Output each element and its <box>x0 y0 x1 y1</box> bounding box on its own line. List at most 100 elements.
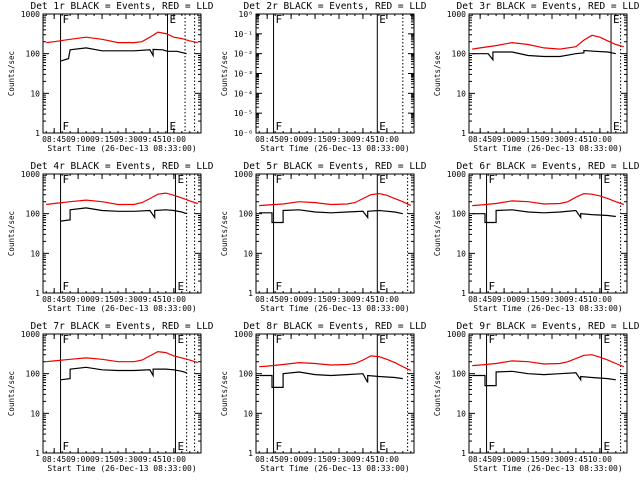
x-tick-label: 09:45 <box>138 295 162 304</box>
x-tick-label: 09:30 <box>327 135 351 144</box>
x-tick-label: 10:00 <box>375 135 399 144</box>
chart-title: Det 2r BLACK = Events, RED = LLD <box>243 1 426 12</box>
y-axis-label: Counts/sec <box>220 51 229 96</box>
x-tick-label: 09:15 <box>303 135 327 144</box>
time-marker-label: E <box>177 440 184 453</box>
chart-title: Det 4r BLACK = Events, RED = LLD <box>30 161 213 172</box>
x-tick-label: 08:45 <box>255 135 279 144</box>
y-tick-label: 10 <box>456 249 466 258</box>
y-tick-label: 100 <box>452 370 467 379</box>
chart-title: Det 5r BLACK = Events, RED = LLD <box>243 161 426 172</box>
series-line-events <box>60 47 187 62</box>
series-line-events <box>259 371 403 388</box>
y-tick-label: 10⁻³ <box>234 70 253 79</box>
series-line-events <box>60 207 187 222</box>
y-tick-label: 1 <box>461 449 466 458</box>
x-tick-label: 10:00 <box>588 135 612 144</box>
chart-title: Det 3r BLACK = Events, RED = LLD <box>456 1 639 12</box>
y-axis-label: Counts/sec <box>7 211 16 256</box>
time-marker-label: E <box>603 280 610 293</box>
time-marker-label: E <box>379 440 386 453</box>
x-tick-label: 10:00 <box>162 455 186 464</box>
x-axis-label: Start Time (26-Dec-13 08:33:00) <box>473 304 622 313</box>
plot-frame <box>468 173 628 294</box>
time-marker-label: E <box>379 333 386 346</box>
x-tick-label: 09:45 <box>564 135 588 144</box>
y-tick-label: 10 <box>456 409 466 418</box>
x-tick-label: 09:30 <box>114 455 138 464</box>
chart-title: Det 1r BLACK = Events, RED = LLD <box>30 1 213 12</box>
time-marker-label: E <box>169 120 176 133</box>
time-marker-label: F <box>63 440 70 453</box>
x-axis-label: Start Time (26-Dec-13 08:33:00) <box>473 144 622 153</box>
time-marker-label: F <box>63 13 70 26</box>
series-line-lld <box>46 350 198 364</box>
time-marker-label: E <box>177 173 184 186</box>
y-tick-label: 1 <box>35 129 40 138</box>
x-tick-label: 09:00 <box>66 135 90 144</box>
y-tick-label: 1 <box>35 289 40 298</box>
chart-title: Det 7r BLACK = Events, RED = LLD <box>30 321 213 332</box>
x-tick-label: 08:45 <box>42 295 66 304</box>
x-tick-label: 08:45 <box>255 295 279 304</box>
y-tick-label: 1000 <box>21 330 40 339</box>
y-tick-label: 10 <box>30 249 40 258</box>
chart-panel-8: Det 8r BLACK = Events, RED = LLD 1 10 100 10… <box>220 321 427 473</box>
chart-panel-9: Det 9r BLACK = Events, RED = LLD 1 10 100 10… <box>433 321 640 473</box>
y-tick-label: 10 <box>456 89 466 98</box>
x-tick-label: 09:30 <box>114 295 138 304</box>
time-marker-label: E <box>177 280 184 293</box>
time-marker-label: F <box>63 333 70 346</box>
time-marker-label: F <box>489 280 496 293</box>
y-tick-label: 1 <box>35 449 40 458</box>
series-line-events <box>472 209 616 224</box>
y-tick-label: 100 <box>26 50 41 59</box>
x-tick-label: 09:00 <box>492 295 516 304</box>
x-tick-label: 09:30 <box>540 455 564 464</box>
chart-title: Det 8r BLACK = Events, RED = LLD <box>243 321 426 332</box>
x-tick-label: 09:45 <box>138 455 162 464</box>
x-tick-label: 09:15 <box>90 455 114 464</box>
series-line-events <box>259 209 403 224</box>
y-tick-label: 100 <box>239 370 254 379</box>
time-marker-label: E <box>613 120 620 133</box>
y-tick-label: 1 <box>248 289 253 298</box>
chart-panel-5: Det 5r BLACK = Events, RED = LLD 1 10 100 10… <box>220 161 427 313</box>
plot-frame <box>468 333 628 454</box>
y-tick-label: 1000 <box>447 170 466 179</box>
time-marker-label: E <box>169 13 176 26</box>
x-axis-label: Start Time (26-Dec-13 08:33:00) <box>260 144 409 153</box>
x-tick-label: 09:30 <box>540 135 564 144</box>
x-tick-label: 09:00 <box>279 135 303 144</box>
y-axis-label: Counts/sec <box>7 371 16 416</box>
time-marker-label: F <box>489 173 496 186</box>
series-line-lld <box>472 34 624 50</box>
y-tick-label: 10⁻⁴ <box>234 89 253 98</box>
x-tick-label: 09:30 <box>327 455 351 464</box>
plot-frame <box>255 173 415 294</box>
chart-title: Det 9r BLACK = Events, RED = LLD <box>456 321 639 332</box>
chart-panel-6: Det 6r BLACK = Events, RED = LLD 1 10 100 10… <box>433 161 640 313</box>
y-tick-label: 1000 <box>447 10 466 19</box>
x-axis-label: Start Time (26-Dec-13 08:33:00) <box>47 464 196 473</box>
y-tick-label: 1000 <box>447 330 466 339</box>
y-axis-label: Counts/sec <box>220 211 229 256</box>
y-tick-label: 100 <box>452 50 467 59</box>
plot-frame <box>42 173 202 294</box>
chart-panel-3: Det 3r BLACK = Events, RED = LLD 1 10 100 10… <box>433 1 640 153</box>
x-tick-label: 08:45 <box>468 455 492 464</box>
y-tick-label: 100 <box>452 210 467 219</box>
x-tick-label: 09:30 <box>540 295 564 304</box>
time-marker-label: E <box>603 173 610 186</box>
x-tick-label: 09:00 <box>279 295 303 304</box>
x-axis-label: Start Time (26-Dec-13 08:33:00) <box>260 464 409 473</box>
x-tick-label: 08:45 <box>42 135 66 144</box>
x-tick-label: 09:15 <box>90 295 114 304</box>
x-axis-label: Start Time (26-Dec-13 08:33:00) <box>260 304 409 313</box>
x-tick-label: 08:45 <box>468 295 492 304</box>
time-marker-label: F <box>276 120 283 133</box>
x-axis-label: Start Time (26-Dec-13 08:33:00) <box>473 464 622 473</box>
y-tick-label: 1000 <box>234 330 253 339</box>
time-marker-label: F <box>489 440 496 453</box>
